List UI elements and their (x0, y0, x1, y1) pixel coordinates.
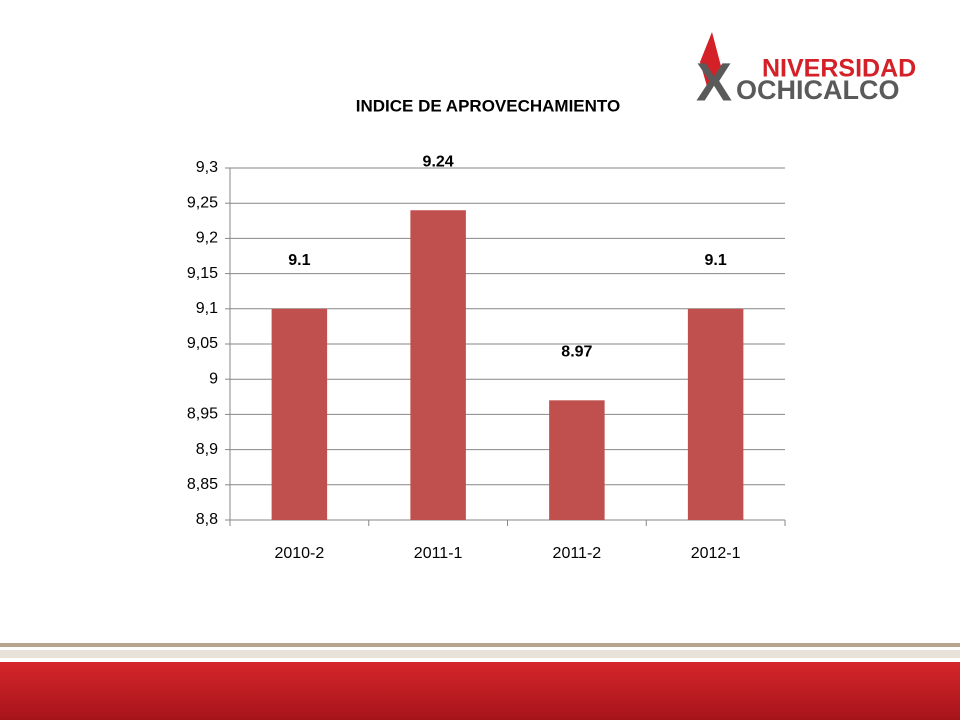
data-label: 9.1 (705, 252, 727, 269)
data-label: 9.1 (288, 252, 310, 269)
data-label: 8.97 (561, 344, 592, 361)
y-tick-label: 8,8 (196, 511, 218, 528)
y-tick-label: 9,2 (196, 230, 218, 247)
footer-line (0, 650, 960, 658)
y-tick-label: 9,25 (187, 194, 218, 211)
bar (410, 210, 466, 521)
y-tick-label: 9,15 (187, 265, 218, 282)
x-tick-label: 2011-2 (553, 545, 602, 562)
bar (687, 308, 744, 520)
logo-swoosh (700, 32, 722, 90)
y-tick-label: 9,05 (187, 335, 218, 352)
logo-top: NIVERSIDAD (762, 55, 916, 83)
chart-title: INDICE DE APROVECHAMIENTO (356, 96, 620, 115)
y-tick-label: 9,3 (196, 159, 218, 176)
footer-band (0, 662, 960, 720)
logo-bottom: OCHICALCO (736, 75, 900, 105)
y-tick-label: 8,95 (187, 406, 218, 423)
y-tick-label: 8,9 (196, 441, 218, 458)
y-tick-label: 8,85 (187, 476, 218, 493)
bar (271, 308, 328, 520)
y-tick-label: 9 (209, 370, 218, 387)
x-tick-label: 2012-1 (691, 545, 741, 562)
data-label: 9.24 (423, 153, 454, 170)
bar (549, 400, 605, 520)
footer-line (0, 643, 960, 647)
x-tick-label: 2010-2 (274, 545, 324, 562)
y-tick-label: 9,1 (196, 300, 218, 317)
logo: X NIVERSIDAD OCHICALCO (696, 32, 916, 112)
x-tick-label: 2011-1 (414, 545, 463, 562)
logo-mark: X (696, 52, 732, 112)
